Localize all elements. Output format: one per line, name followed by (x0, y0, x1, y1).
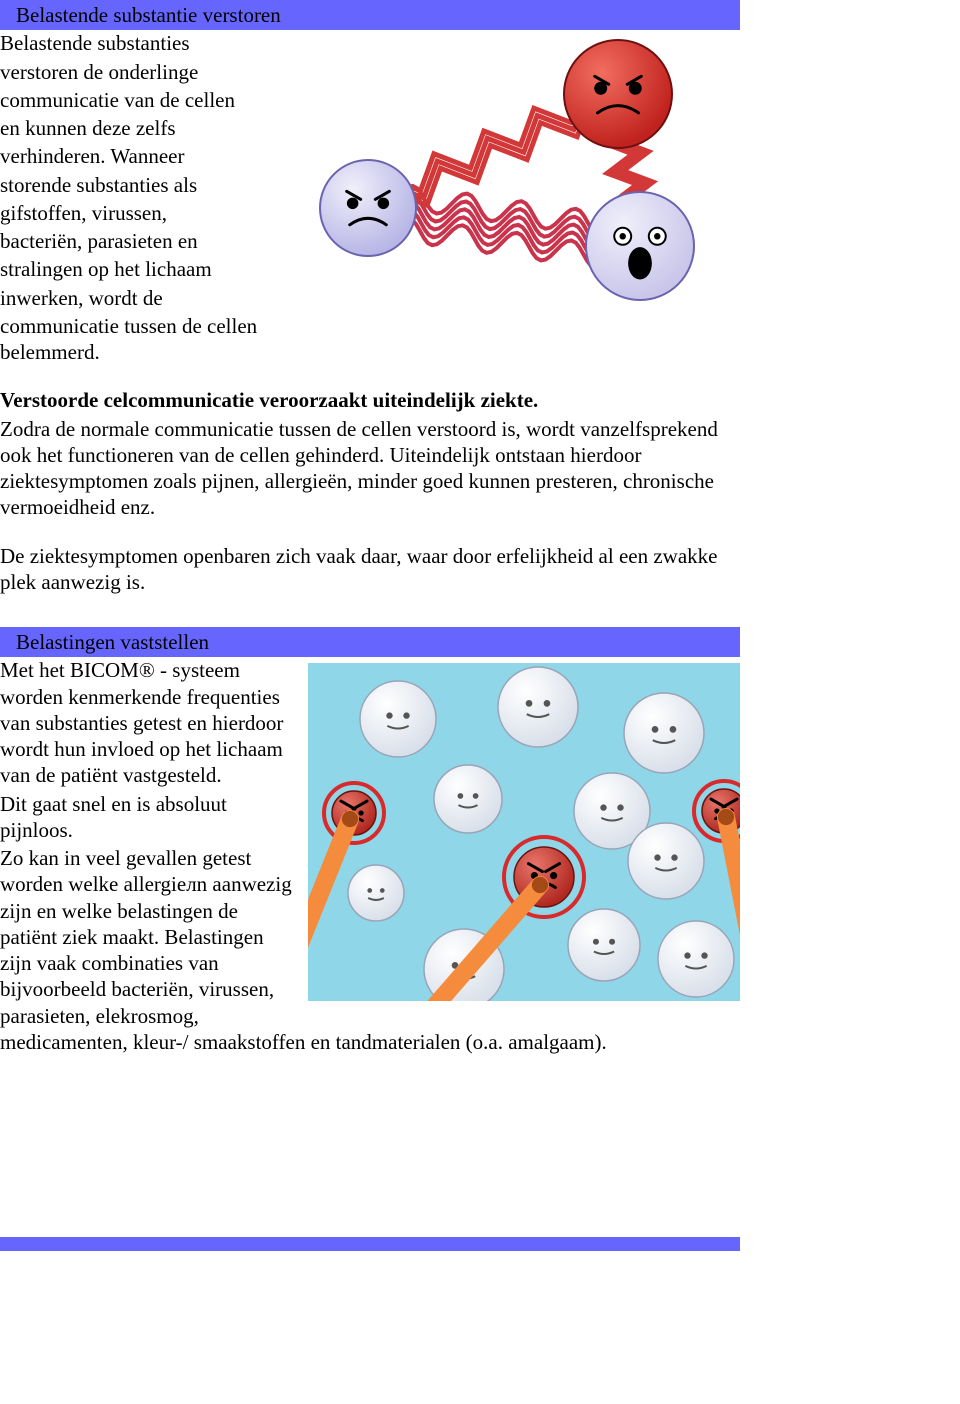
illustration-2-svg (308, 663, 740, 1001)
illustration-1-svg (308, 36, 740, 344)
section-header-1: Belastende substantie verstoren (0, 0, 740, 30)
section-belastende-substantie: Belastende substantie verstoren Belasten… (0, 0, 740, 597)
illustration-detect-loads (308, 663, 740, 1001)
section-header-2-text: Belastingen vaststellen (16, 630, 209, 654)
illustration-disturbed-communication (308, 36, 740, 344)
section-header-1-text: Belastende substantie verstoren (16, 3, 281, 27)
section1-bold-line: Verstoorde celcommunicatie veroorzaakt u… (0, 387, 740, 413)
section1-para1: Zodra de normale communicatie tussen de … (0, 416, 740, 521)
section1-para2: De ziektesymptomen openbaren zich vaak d… (0, 543, 740, 596)
section-header-2: Belastingen vaststellen (0, 627, 740, 657)
section-belastingen-vaststellen: Belastingen vaststellen Met het BICOM® -… (0, 627, 740, 1057)
footer-bar (0, 1237, 740, 1251)
